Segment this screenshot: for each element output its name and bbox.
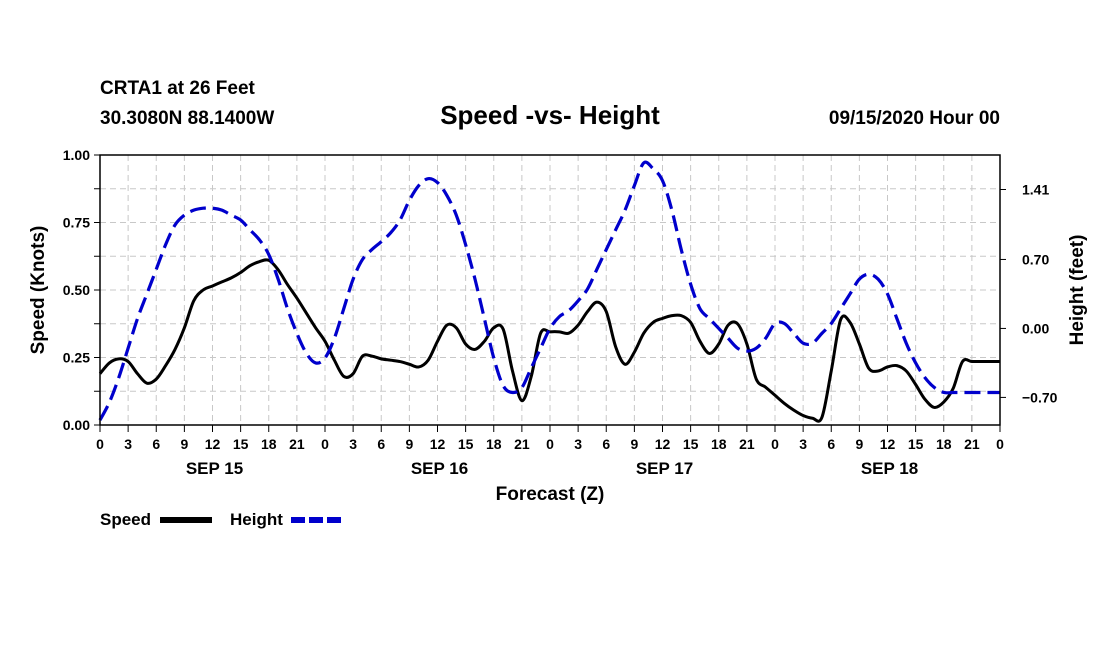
- x-tick-label: 12: [205, 436, 221, 452]
- x-tick-label: 9: [180, 436, 188, 452]
- x-tick-label: 6: [602, 436, 610, 452]
- x-tick-label: 0: [996, 436, 1004, 452]
- left-tick-label: 0.75: [63, 215, 90, 231]
- x-tick-label: 12: [655, 436, 671, 452]
- x-tick-label: 3: [349, 436, 357, 452]
- x-tick-label: 6: [377, 436, 385, 452]
- date-label: SEP 16: [411, 459, 468, 478]
- x-tick-label: 6: [152, 436, 160, 452]
- x-tick-label: 18: [936, 436, 952, 452]
- x-tick-label: 21: [964, 436, 980, 452]
- date-label: SEP 17: [636, 459, 693, 478]
- x-tick-label: 15: [908, 436, 924, 452]
- right-axis-label: Height (feet): [1067, 235, 1088, 346]
- x-tick-label: 15: [458, 436, 474, 452]
- x-tick-label: 12: [880, 436, 896, 452]
- x-tick-label: 18: [711, 436, 727, 452]
- x-tick-label: 9: [630, 436, 638, 452]
- x-tick-label: 0: [771, 436, 779, 452]
- x-tick-label: 18: [261, 436, 277, 452]
- legend-label-speed: Speed: [100, 510, 151, 529]
- left-tick-label: 0.50: [63, 282, 90, 298]
- x-tick-label: 18: [486, 436, 502, 452]
- left-axis-label: Speed (Knots): [28, 226, 49, 355]
- x-tick-label: 3: [799, 436, 807, 452]
- x-tick-label: 9: [405, 436, 413, 452]
- x-tick-label: 9: [855, 436, 863, 452]
- issued-label: 09/15/2020 Hour 00: [829, 108, 1000, 129]
- x-tick-label: 0: [546, 436, 554, 452]
- right-tick-label: 0.70: [1022, 251, 1049, 267]
- right-tick-label: 1.41: [1022, 181, 1049, 197]
- station-label: CRTA1 at 26 Feet: [100, 78, 256, 99]
- date-label: SEP 15: [186, 459, 243, 478]
- axes: 0 3 6 9 12 15 18 21 0 3 6 9 12 15 18 21 0 3 6 9 12 15 18 21 0 3 6 9…: [63, 147, 1058, 478]
- x-tick-label: 21: [739, 436, 755, 452]
- grid-lines: [100, 155, 1000, 425]
- date-label: SEP 18: [861, 459, 918, 478]
- left-tick-label: 1.00: [63, 147, 90, 163]
- x-tick-label: 21: [514, 436, 530, 452]
- left-tick-label: 0.25: [63, 350, 90, 366]
- left-tick-label: 0.00: [63, 417, 90, 433]
- x-tick-label: 15: [233, 436, 249, 452]
- right-tick-label: −0.70: [1022, 389, 1058, 405]
- x-tick-label: 21: [289, 436, 305, 452]
- coordinates-label: 30.3080N 88.1400W: [100, 108, 274, 129]
- x-tick-label: 3: [124, 436, 132, 452]
- x-tick-label: 0: [321, 436, 329, 452]
- x-tick-label: 3: [574, 436, 582, 452]
- x-tick-label: 0: [96, 436, 104, 452]
- series-line-speed: [98, 258, 1000, 423]
- legend: Speed Height: [100, 510, 343, 529]
- x-tick-label: 15: [683, 436, 699, 452]
- x-tick-label: 12: [430, 436, 446, 452]
- series-line-height: [98, 160, 1000, 421]
- x-axis-label: Forecast (Z): [496, 484, 605, 505]
- x-tick-label: 6: [827, 436, 835, 452]
- series-lines: [98, 160, 1000, 423]
- right-tick-label: 0.00: [1022, 320, 1049, 336]
- legend-label-height: Height: [230, 510, 283, 529]
- chart-title: Speed -vs- Height: [440, 100, 660, 130]
